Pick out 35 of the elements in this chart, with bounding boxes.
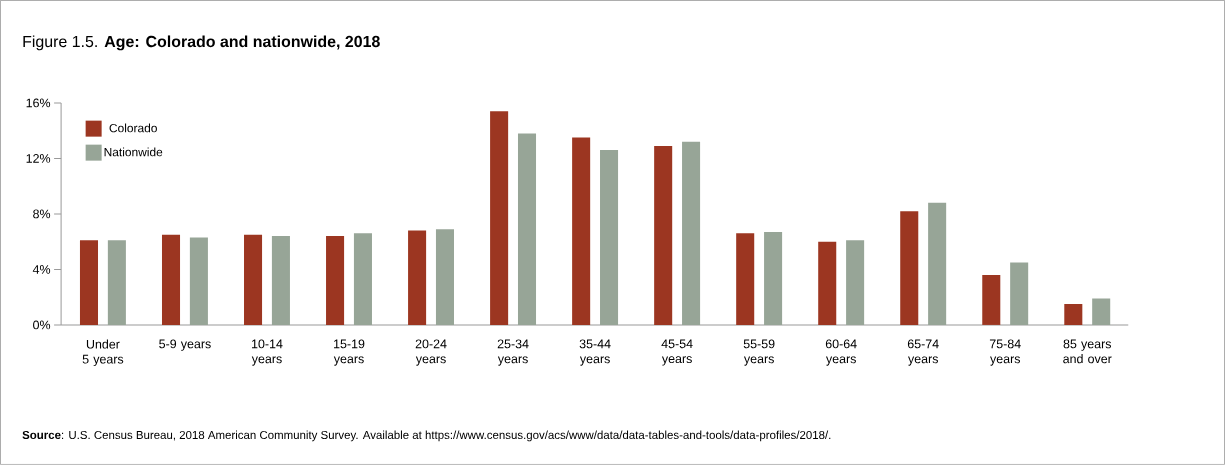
bar xyxy=(408,230,427,325)
bar xyxy=(244,234,263,325)
y-tick-label: 16% xyxy=(26,98,51,108)
y-tick-label: 4% xyxy=(32,265,51,274)
x-tick-label: 10-14 years xyxy=(251,339,283,366)
bar xyxy=(1064,304,1083,325)
bar xyxy=(161,234,181,325)
x-tick-label: 25-34 years xyxy=(497,339,529,366)
x-tick-label: 15-19 years xyxy=(333,339,365,366)
bar xyxy=(79,240,99,325)
x-tick-label: 65-74 years xyxy=(907,339,939,366)
bar xyxy=(736,233,755,325)
x-tick-label: 35-44 years xyxy=(579,339,611,366)
y-tick-label: 0% xyxy=(33,320,51,330)
text: Source: U.S. Census Bureau, 2018 American Community Survey. Available at https://www.census.gov/acs/www/data/data-tables-and-tools/data-profiles/2018/. xyxy=(22,430,831,442)
x-tick-label: 5-9 years xyxy=(159,339,211,351)
bar xyxy=(900,211,919,325)
bar xyxy=(654,145,673,325)
bar xyxy=(326,236,345,325)
x-tick-label: 85 years and over xyxy=(1063,339,1112,364)
bar xyxy=(572,137,591,325)
legend-label: Colorado xyxy=(109,123,157,133)
x-tick-label: 60-64 years xyxy=(825,339,857,366)
bar xyxy=(490,111,509,325)
bar xyxy=(818,241,837,325)
x-tick-label: 75-84 years xyxy=(989,339,1021,366)
bar xyxy=(982,275,1001,325)
y-tick-label: 12% xyxy=(26,154,51,163)
y-tick-label: 8% xyxy=(33,209,51,219)
legend-label: Nationwide xyxy=(104,147,163,157)
x-tick-label: 20-24 years xyxy=(415,339,447,366)
x-tick-label: 55-59 years xyxy=(743,339,775,366)
x-tick-label: Under 5 years xyxy=(82,339,124,367)
chart-title: Figure 1.5. Age: Colorado and nationwide, 2018 xyxy=(23,35,380,51)
x-tick-label: 45-54 years xyxy=(661,339,693,366)
